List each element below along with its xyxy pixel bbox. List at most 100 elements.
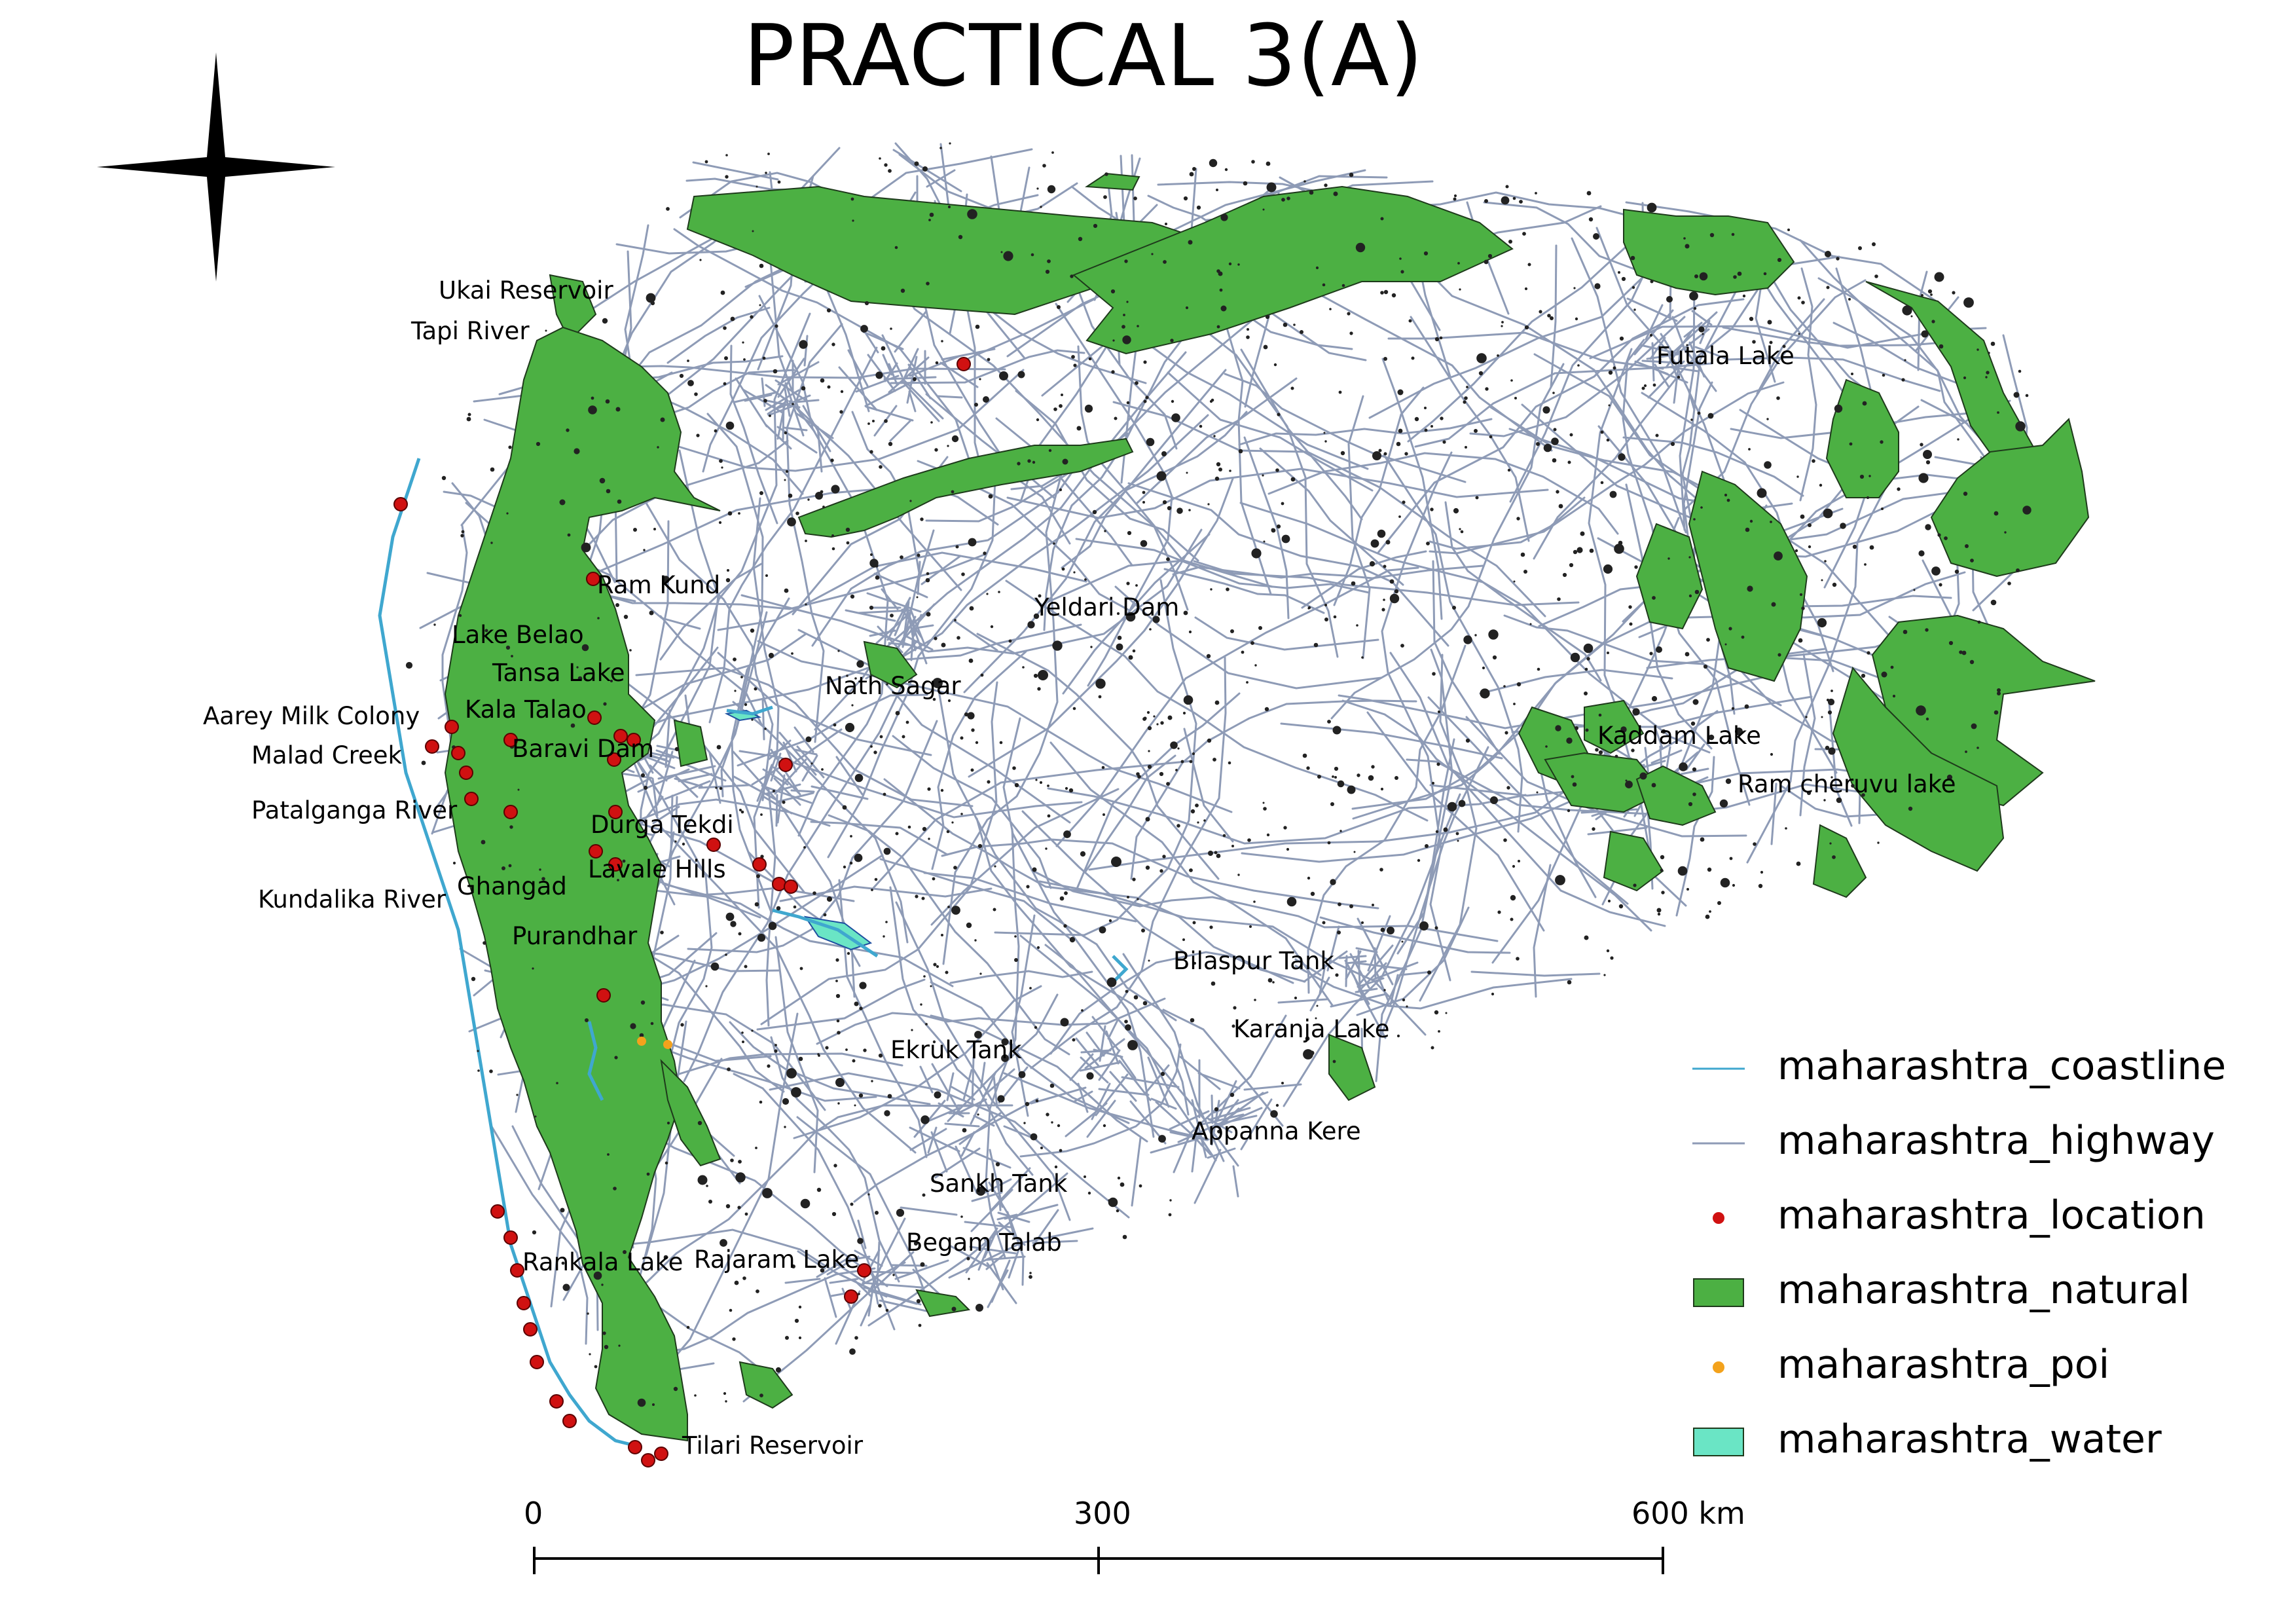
location-marker	[517, 1296, 531, 1310]
feature-speck	[1237, 263, 1240, 266]
feature-speck	[1443, 827, 1448, 832]
highway-segment	[1193, 560, 1580, 606]
feature-speck	[1969, 659, 1975, 665]
highway-segment	[1533, 864, 1552, 998]
feature-speck	[723, 382, 727, 386]
highway-segment	[876, 1241, 881, 1285]
feature-speck	[955, 545, 959, 549]
feature-speck	[764, 728, 767, 730]
feature-speck	[697, 1175, 708, 1185]
feature-speck	[1176, 824, 1180, 828]
feature-speck	[1482, 666, 1485, 670]
feature-speck	[1263, 540, 1266, 543]
highway-segment	[1627, 339, 1645, 361]
feature-speck	[1504, 731, 1508, 735]
feature-speck	[1464, 396, 1468, 400]
feature-speck	[1059, 488, 1063, 492]
highway-segment	[853, 1098, 1039, 1203]
feature-speck	[1458, 800, 1466, 807]
feature-speck	[1666, 296, 1673, 303]
highway-segment	[892, 735, 1052, 889]
feature-speck	[720, 1239, 727, 1247]
feature-speck	[706, 1185, 708, 1187]
feature-speck	[1608, 370, 1613, 375]
highway-segment	[960, 1131, 975, 1157]
highway-segment	[983, 1068, 1015, 1097]
feature-speck	[1216, 853, 1221, 858]
feature-speck	[1108, 1199, 1110, 1202]
feature-speck	[1398, 428, 1403, 434]
feature-speck	[827, 385, 831, 389]
feature-speck	[1322, 921, 1326, 925]
feature-speck	[1686, 888, 1689, 891]
feature-speck	[784, 588, 789, 593]
highway-segment	[879, 1299, 936, 1314]
feature-speck	[926, 572, 930, 576]
feature-speck	[951, 435, 959, 443]
highway-segment	[784, 382, 805, 437]
feature-speck	[1080, 851, 1086, 857]
highway-segment	[1010, 299, 1277, 490]
feature-speck	[1607, 652, 1609, 654]
feature-speck	[1329, 308, 1332, 310]
feature-speck	[613, 1187, 617, 1190]
feature-speck	[925, 578, 930, 583]
feature-speck	[1014, 935, 1017, 938]
feature-speck	[1523, 570, 1527, 574]
highway-segment	[826, 1255, 860, 1276]
highway-segment	[1277, 998, 1328, 1004]
feature-speck	[506, 512, 509, 515]
highway-segment	[740, 528, 1203, 655]
feature-speck	[1142, 1001, 1148, 1006]
highway-segment	[551, 553, 987, 610]
feature-speck	[1357, 773, 1360, 777]
natural-west-2	[673, 719, 708, 767]
feature-speck	[905, 720, 909, 724]
highway-segment	[952, 619, 998, 652]
feature-speck	[1186, 471, 1188, 474]
natural-south-2	[915, 1289, 971, 1318]
feature-speck	[879, 465, 883, 469]
highway-segment	[1093, 1048, 1123, 1058]
feature-speck	[1330, 802, 1334, 806]
highway-segment	[1280, 722, 1503, 760]
highway-segment	[778, 731, 817, 776]
feature-speck	[1402, 998, 1406, 1002]
place-labels: Ukai Reservoir Tapi River Ram Kund Lake …	[203, 276, 1956, 1460]
highway-segment	[729, 1021, 931, 1105]
location-marker	[445, 720, 459, 734]
highway-segment	[895, 901, 1071, 1221]
feature-speck	[833, 1164, 837, 1168]
feature-speck	[762, 356, 766, 360]
feature-speck	[1116, 1209, 1120, 1213]
highway-segment	[1167, 371, 1374, 492]
feature-speck	[1347, 785, 1356, 794]
feature-speck	[1023, 1122, 1026, 1124]
feature-speck	[1798, 638, 1803, 643]
feature-speck	[744, 1212, 748, 1216]
feature-speck	[1338, 902, 1341, 906]
feature-speck	[1216, 325, 1220, 329]
feature-speck	[1679, 762, 1688, 771]
feature-speck	[751, 1029, 754, 1032]
feature-speck	[1135, 584, 1138, 587]
feature-speck	[1339, 830, 1342, 832]
feature-speck	[594, 1365, 598, 1369]
feature-speck	[1764, 461, 1772, 469]
highway-segment	[1019, 934, 1217, 1162]
feature-speck	[1182, 938, 1185, 941]
feature-speck	[1709, 232, 1715, 238]
feature-speck	[623, 1250, 627, 1254]
feature-speck	[585, 1018, 589, 1022]
poi-marker	[637, 1037, 646, 1046]
highway-segment	[662, 369, 795, 417]
feature-speck	[1823, 508, 1833, 519]
feature-speck	[917, 553, 920, 557]
feature-speck	[960, 813, 963, 815]
feature-speck	[1086, 1072, 1094, 1080]
feature-speck	[490, 467, 495, 472]
feature-speck	[606, 489, 611, 494]
feature-speck	[1693, 306, 1697, 310]
highway-segment	[796, 1116, 928, 1299]
